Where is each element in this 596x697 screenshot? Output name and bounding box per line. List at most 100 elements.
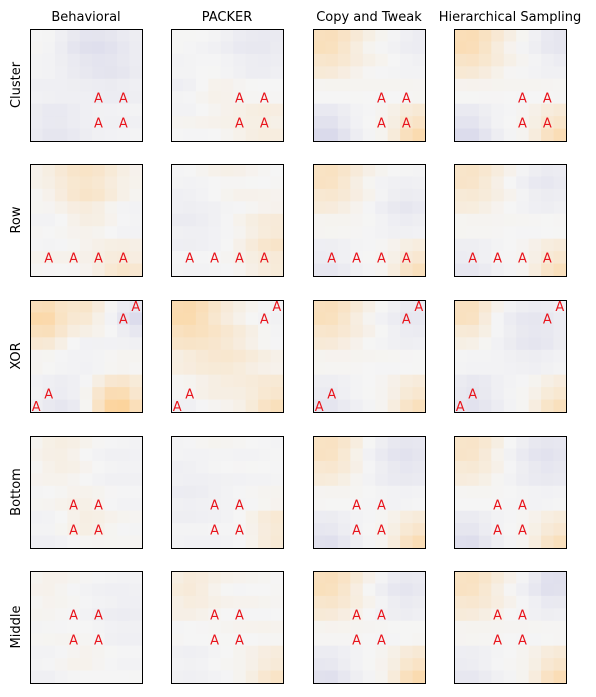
heatmap-cell: [313, 523, 326, 536]
heatmap-cell: [541, 128, 554, 142]
heatmap-cell: [258, 263, 271, 277]
heatmap-cell: [92, 312, 106, 326]
heatmap-cell: [67, 251, 81, 264]
heatmap-cell: [195, 251, 209, 264]
heatmap-cell: [466, 535, 480, 549]
heatmap-cell: [454, 337, 467, 351]
heatmap-cell: [516, 583, 530, 597]
heatmap-cell: [220, 448, 234, 462]
heatmap-cell: [528, 300, 542, 313]
heatmap-cell: [553, 103, 567, 117]
heatmap-cell: [454, 460, 467, 474]
heatmap-cell: [30, 510, 43, 524]
heatmap-cell: [553, 263, 567, 277]
heatmap-cell: [516, 448, 530, 462]
heatmap-cell: [491, 362, 505, 376]
heatmap-cell: [553, 362, 567, 376]
heatmap-cell: [528, 349, 542, 363]
heatmap-cell: [171, 91, 184, 105]
heatmap-cell: [183, 164, 197, 177]
heatmap-cell: [270, 128, 284, 142]
heatmap-cell: [541, 374, 554, 388]
heatmap-cell: [337, 337, 351, 351]
heatmap-cell: [412, 324, 426, 338]
heatmap-cell: [258, 670, 271, 684]
heatmap-cell: [183, 176, 197, 190]
heatmap-cell: [42, 103, 56, 117]
heatmap-cell: [42, 312, 56, 326]
heatmap-cell: [412, 91, 426, 105]
heatmap-cell: [325, 460, 339, 474]
heatmap-cell: [117, 164, 130, 177]
heatmap-cell: [313, 349, 326, 363]
heatmap-cell: [528, 188, 542, 202]
heatmap-cell: [337, 312, 351, 326]
heatmap-cell: [30, 91, 43, 105]
heatmap-cell: [491, 523, 505, 536]
heatmap-cell: [270, 436, 284, 449]
heatmap-cell: [233, 645, 247, 659]
heatmap-cell: [478, 103, 492, 117]
heatmap-cell: [270, 374, 284, 388]
heatmap-cell: [233, 658, 247, 671]
heatmap-cell: [183, 300, 197, 313]
heatmap-cell: [233, 523, 247, 536]
heatmap-cell: [454, 226, 467, 240]
heatmap-cell: [553, 571, 567, 584]
heatmap-cell: [491, 188, 505, 202]
heatmap-cell: [350, 41, 364, 55]
heatmap-cell: [325, 238, 339, 252]
heatmap-cell: [325, 535, 339, 549]
heatmap-cell: [79, 128, 93, 142]
heatmap-cell: [516, 349, 530, 363]
heatmap-cell: [104, 41, 118, 55]
heatmap-cell: [245, 324, 259, 338]
heatmap-cell: [79, 188, 93, 202]
heatmap-cell: [541, 66, 554, 80]
heatmap-cell: [541, 349, 554, 363]
heatmap-cell: [92, 670, 106, 684]
heatmap-cell: [30, 523, 43, 536]
heatmap-cell: [466, 324, 480, 338]
heatmap-cell: [375, 523, 389, 536]
heatmap-cell: [208, 399, 222, 413]
heatmap-cell: [362, 448, 376, 462]
marker-label: A: [414, 300, 423, 315]
heatmap-cell: [92, 571, 106, 584]
marker-label: A: [94, 498, 103, 513]
heatmap-cell: [220, 78, 234, 92]
marker-label: A: [493, 609, 502, 624]
heatmap-cell: [245, 337, 259, 351]
heatmap-cell: [67, 583, 81, 597]
heatmap-cell: [79, 91, 93, 105]
heatmap-cell: [42, 645, 56, 659]
heatmap-cell: [503, 645, 517, 659]
marker-label: A: [518, 498, 527, 513]
heatmap-cell: [350, 473, 364, 487]
heatmap-cell: [42, 176, 56, 190]
heatmap-cell: [258, 91, 271, 105]
heatmap-cell: [325, 263, 339, 277]
heatmap-cell: [220, 571, 234, 584]
heatmap-cell: [54, 300, 68, 313]
heatmap-cell: [208, 78, 222, 92]
heatmap-cell: [79, 595, 93, 609]
heatmap-cell: [516, 78, 530, 92]
heatmap-cell: [220, 164, 234, 177]
heatmap-cell: [325, 633, 339, 647]
heatmap-cell: [362, 510, 376, 524]
heatmap-cell: [478, 324, 492, 338]
heatmap-cell: [171, 29, 184, 42]
heatmap-cell: [478, 460, 492, 474]
heatmap-cell: [400, 164, 413, 177]
marker-label: A: [94, 609, 103, 624]
heatmap-cell: [195, 399, 209, 413]
heatmap-cell: [503, 571, 517, 584]
heatmap-cell: [454, 251, 467, 264]
heatmap-cell: [183, 571, 197, 584]
heatmap-cell: [258, 128, 271, 142]
marker-label: A: [493, 498, 502, 513]
